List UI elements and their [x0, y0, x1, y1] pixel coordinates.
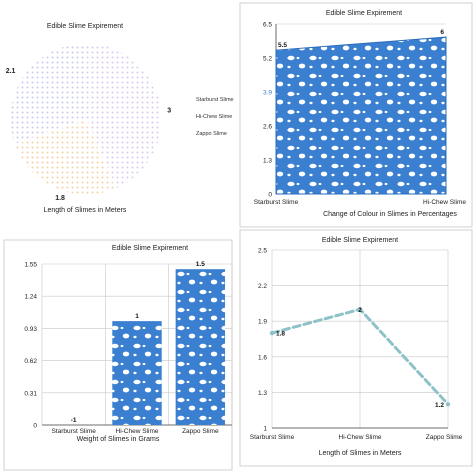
- bar-y-tick-label: 0.31: [24, 390, 37, 397]
- area-value-label: 5.5: [278, 42, 287, 49]
- bar: [112, 321, 162, 425]
- bar-y-tick-label: 1.24: [24, 294, 37, 301]
- area-y-tick-label: 3.9: [263, 90, 272, 97]
- line-y-tick-label: 2.2: [258, 283, 267, 290]
- bar-y-tick-label: 0: [33, 423, 37, 430]
- area-chart-title: Edible Slime Expirement: [326, 10, 402, 17]
- area-x-tick-labels: Starburst Slime Hi-Chew Slime: [254, 199, 467, 206]
- pie-value-label: 3: [167, 108, 171, 115]
- line-chart-frame: [239, 229, 473, 467]
- bar-chart-title: Edible Slime Expirement: [112, 245, 188, 252]
- bar: [175, 269, 226, 425]
- bar-value-label: -1: [71, 417, 77, 424]
- line-value-label: 1.8: [276, 331, 285, 338]
- line-x-tick-label: Hi-Chew Slime: [339, 434, 382, 441]
- pie-legend-entry: Zappo Slime: [196, 131, 227, 137]
- line-x-tick-label: Zappo Slime: [426, 434, 463, 441]
- line-point: [269, 330, 275, 336]
- line-chart: Edible Slime Expirement 1 1.3 1.6 1.9 2.2 2.5…: [239, 229, 473, 467]
- pie-value-label: 1.8: [55, 195, 65, 202]
- line-chart-xlabel: Length of Slimes in Meters: [319, 450, 402, 457]
- area-marks: 5.56: [275, 29, 447, 195]
- area-x-tick-label: Hi-Chew Slime: [423, 199, 466, 206]
- pie-chart-title: Edible Slime Expirement: [47, 23, 123, 30]
- bar-y-tick-labels: 0 0.31 0.62 0.93 1.24 1.55: [24, 262, 37, 430]
- line-grid: [271, 249, 449, 429]
- bar-y-tick-label: 0.93: [24, 326, 37, 333]
- pie-chart: Edible Slime Expirement 2.1 1.8 3 Starburs…: [6, 23, 234, 214]
- line-point: [445, 402, 451, 407]
- bar-y-tick-label: 0.62: [24, 358, 37, 365]
- line-x-tick-label: Starburst Slime: [250, 434, 295, 441]
- bar-x-tick-label: Starburst Slime: [51, 428, 96, 435]
- pie-legend: Starburst Slime Hi-Chew Slime Zappo Slime: [196, 97, 234, 137]
- area-y-tick-label: 6.5: [263, 22, 272, 29]
- line-chart-title: Edible Slime Expirement: [322, 237, 398, 244]
- pie-slice-1: [9, 42, 87, 146]
- line-y-tick-label: 1: [263, 426, 267, 433]
- pie-legend-entry: Starburst Slime: [196, 97, 234, 103]
- area-y-tick-label: 0: [268, 192, 272, 199]
- area-chart-frame: [239, 2, 473, 228]
- line-value-label: 2: [358, 307, 362, 314]
- bar-chart-xlabel: Weight of Slimes in Grams: [77, 436, 160, 443]
- pie-slices: [9, 42, 163, 196]
- line-value-label: 1.2: [435, 402, 444, 409]
- pie-slice-2: [13, 118, 117, 196]
- area-y-tick-label: 2.6: [263, 124, 272, 131]
- line-y-tick-label: 2.5: [258, 248, 267, 255]
- pie-legend-entry: Hi-Chew Slime: [196, 114, 232, 120]
- pie-value-labels: 2.1 1.8 3: [6, 68, 172, 202]
- area-x-tick-label: Starburst Slime: [254, 199, 299, 206]
- bar-x-tick-label: Zappo Slime: [182, 428, 219, 435]
- line-y-tick-label: 1.6: [258, 354, 267, 361]
- bar-marks: -1 1 1.5: [71, 261, 226, 425]
- bar-chart: Edible Slime Expirement 0 0.31 0.62 0.93 1.2…: [3, 239, 233, 471]
- bar-y-tick-label: 1.55: [24, 262, 37, 269]
- bar-x-tick-labels: Starburst Slime Hi-Chew Slime Zappo Slime: [51, 428, 219, 435]
- bar-value-label: 1: [135, 313, 139, 320]
- pie-slice-3: [85, 42, 163, 190]
- area-y-tick-label: 1.3: [263, 158, 272, 165]
- line-y-tick-labels: 1 1.3 1.6 1.9 2.2 2.5: [258, 248, 267, 433]
- line-y-tick-label: 1.9: [258, 319, 267, 326]
- area-value-label: 6: [440, 29, 444, 36]
- line-x-tick-labels: Starburst Slime Hi-Chew Slime Zappo Slime: [250, 434, 463, 441]
- line-point: [357, 307, 363, 312]
- pie-chart-xlabel: Length of Slimes in Meters: [44, 207, 127, 214]
- pie-value-label: 2.1: [6, 68, 16, 75]
- line-y-tick-label: 1.3: [258, 390, 267, 397]
- area-y-tick-labels: 0 1.3 2.6 3.9 5.2 6.5: [263, 22, 272, 199]
- area-series-fill: [275, 36, 447, 195]
- line-marks: 1.8 2 1.2: [269, 307, 451, 409]
- bar-x-tick-label: Hi-Chew Slime: [116, 428, 159, 435]
- area-chart-xlabel: Change of Colour in Slimes in Percentage…: [323, 211, 457, 218]
- area-chart: Edible Slime Expirement 0 1.3 2.6 3.9 5.2 6.5…: [239, 2, 473, 228]
- area-y-tick-label: 5.2: [263, 56, 272, 63]
- bar-value-label: 1.5: [196, 261, 205, 268]
